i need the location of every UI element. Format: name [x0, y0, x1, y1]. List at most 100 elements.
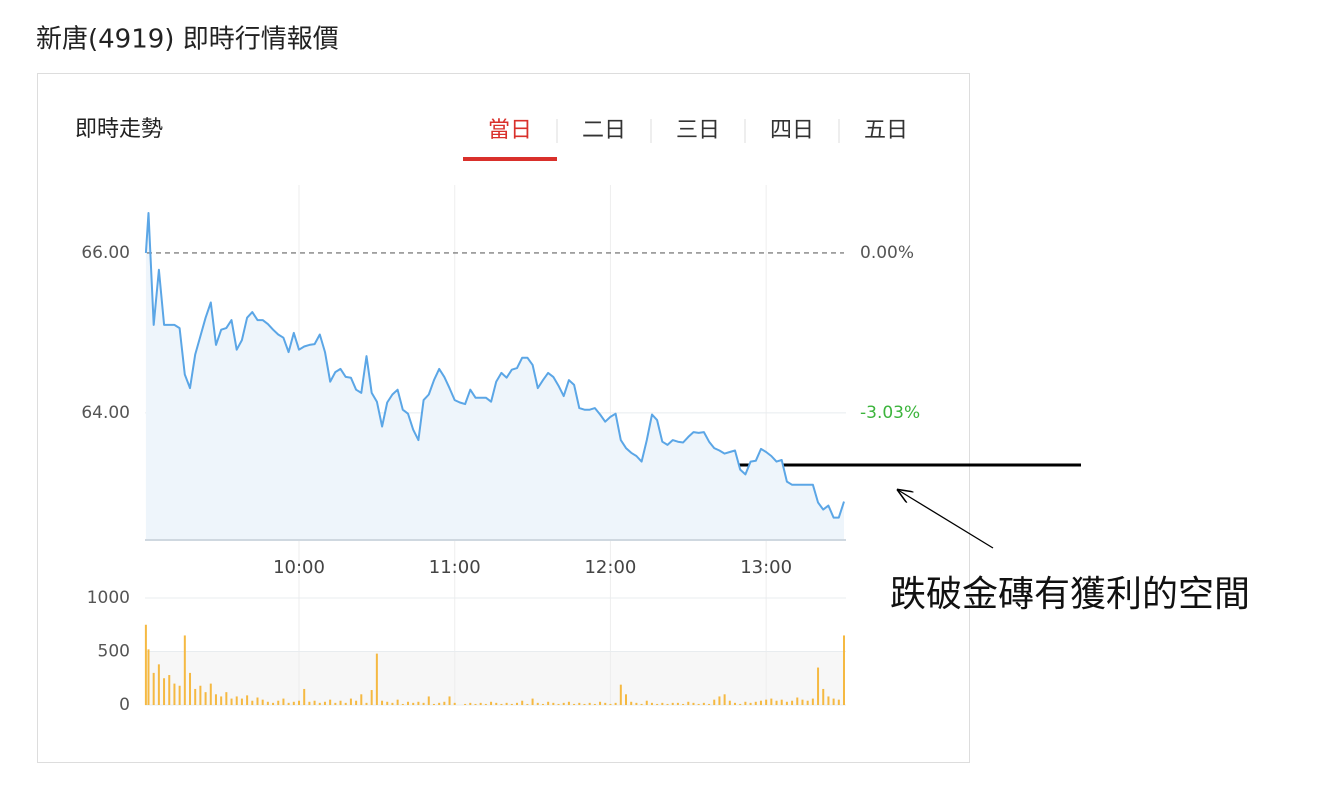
- volume-bar: [344, 702, 347, 705]
- tab[interactable]: 三日: [676, 118, 720, 143]
- volume-bar: [469, 702, 472, 705]
- volume-bar: [713, 699, 716, 705]
- volume-bar: [692, 702, 695, 705]
- volume-bar: [261, 699, 264, 705]
- volume-bar: [780, 699, 783, 705]
- volume-bar: [479, 702, 482, 705]
- volume-bar: [412, 702, 415, 705]
- volume-bar: [225, 692, 228, 705]
- volume-bar: [240, 698, 243, 705]
- volume-bar: [183, 635, 186, 705]
- volume-bar: [144, 624, 147, 705]
- volume-bar: [443, 701, 446, 705]
- annotation-text: 跌破金磚有獲利的空間: [890, 574, 1250, 615]
- x-tick-label: 11:00: [429, 557, 481, 578]
- volume-bar: [448, 696, 451, 705]
- volume-bar: [453, 702, 456, 705]
- volume-bar: [676, 702, 679, 705]
- volume-bar: [438, 702, 441, 705]
- volume-bar: [308, 701, 311, 705]
- volume-bar: [329, 699, 332, 705]
- volume-bar: [718, 696, 721, 705]
- volume-bar: [578, 702, 581, 705]
- y-tick-label: 66.00: [81, 243, 130, 263]
- volume-bar: [640, 703, 643, 705]
- volume-bar: [754, 701, 757, 705]
- y-tick-label: 0: [119, 695, 130, 715]
- volume-band: [145, 652, 845, 705]
- volume-bar: [230, 698, 233, 705]
- volume-bar: [656, 703, 659, 705]
- volume-bar: [697, 703, 700, 705]
- volume-bar: [817, 667, 820, 705]
- tab[interactable]: 四日: [770, 118, 814, 143]
- y-tick-label: 1000: [87, 588, 130, 608]
- volume-bar: [661, 702, 664, 705]
- volume-bar: [204, 692, 207, 705]
- volume-bar: [526, 703, 529, 705]
- volume-bar: [147, 649, 150, 705]
- volume-bar: [837, 699, 840, 705]
- volume-bar: [318, 702, 321, 705]
- volume-bar: [220, 696, 223, 705]
- volume-bar: [562, 702, 565, 705]
- panel-title: 即時走勢: [75, 117, 163, 142]
- y2-tick-label: 0.00%: [860, 243, 914, 263]
- volume-bar: [323, 701, 326, 705]
- volume-bar: [510, 703, 513, 705]
- price-area: [145, 213, 844, 540]
- x-tick-label: 12:00: [584, 557, 636, 578]
- volume-bar: [635, 702, 638, 705]
- volume-bar: [464, 703, 467, 705]
- volume-bar: [339, 700, 342, 705]
- volume-bar: [832, 698, 835, 705]
- volume-bar: [806, 700, 809, 705]
- volume-bar: [349, 698, 352, 705]
- volume-bar: [365, 702, 368, 705]
- volume-bar: [770, 698, 773, 705]
- volume-bar: [246, 695, 249, 705]
- volume-bar: [168, 675, 171, 705]
- volume-bar: [775, 700, 778, 705]
- volume-bar: [843, 635, 845, 705]
- annotation-arrow: [898, 490, 994, 549]
- volume-bar: [173, 683, 176, 705]
- volume-bar: [391, 702, 394, 705]
- volume-bar: [209, 683, 212, 705]
- volume-bar: [557, 703, 560, 705]
- volume-bar: [625, 694, 628, 705]
- volume-bar: [573, 703, 576, 705]
- volume-bar: [157, 664, 160, 705]
- volume-bar: [785, 701, 788, 705]
- volume-bar: [567, 701, 570, 705]
- volume-bar: [432, 703, 435, 705]
- volume-bar: [370, 690, 373, 705]
- volume-bar: [266, 701, 269, 705]
- volume-bar: [495, 702, 498, 705]
- volume-bar: [417, 701, 420, 705]
- volume-bar: [801, 699, 804, 705]
- volume-bar: [666, 703, 669, 705]
- volume-bar: [401, 703, 404, 705]
- volume-bar: [375, 653, 378, 705]
- volume-bar: [759, 700, 762, 705]
- volume-bar: [645, 700, 648, 705]
- volume-bar: [484, 703, 487, 705]
- volume-bar: [702, 702, 705, 705]
- volume-bar: [749, 702, 752, 705]
- y2-tick-label: -3.03%: [860, 403, 920, 423]
- volume-bar: [547, 701, 550, 705]
- tab[interactable]: 五日: [864, 118, 908, 143]
- tab[interactable]: 二日: [582, 118, 626, 143]
- volume-bar: [822, 688, 825, 705]
- volume-bar: [427, 696, 430, 705]
- volume-bar: [723, 694, 726, 705]
- volume-bar: [765, 699, 768, 705]
- volume-bar: [682, 703, 685, 705]
- volume-bar: [407, 701, 410, 705]
- volume-bar: [256, 697, 259, 705]
- tab[interactable]: 當日: [488, 118, 532, 143]
- volume-bar: [728, 700, 731, 705]
- volume-bar: [334, 702, 337, 705]
